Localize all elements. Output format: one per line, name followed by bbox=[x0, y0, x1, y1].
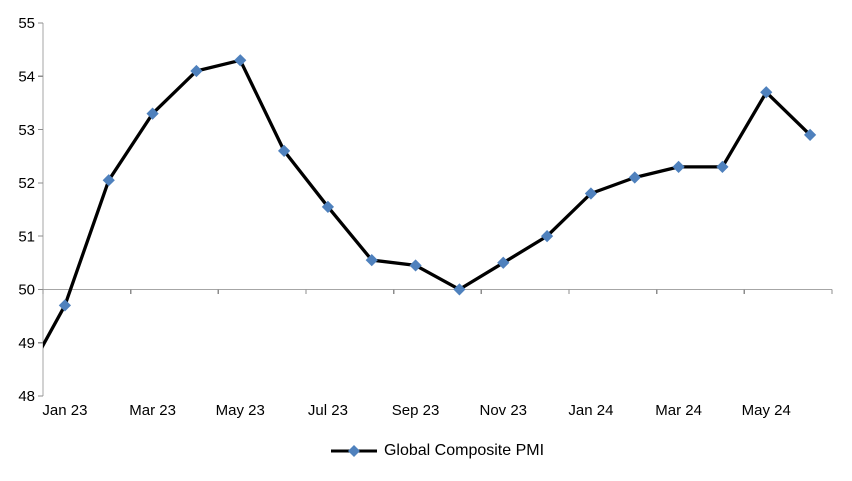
data-point-marker bbox=[628, 171, 641, 184]
data-point-marker bbox=[234, 54, 247, 67]
x-axis-tick-label: Mar 23 bbox=[129, 402, 176, 419]
x-axis-tick-label: Jan 23 bbox=[42, 402, 87, 419]
x-axis-tick-label: Jul 23 bbox=[308, 402, 348, 419]
y-axis-tick-label: 53 bbox=[18, 122, 35, 139]
x-axis-tick-label: Mar 24 bbox=[655, 402, 702, 419]
data-point-marker bbox=[102, 174, 115, 187]
x-axis-tick-label: Jan 24 bbox=[568, 402, 613, 419]
data-point-marker bbox=[584, 187, 598, 200]
chart-legend: Global Composite PMI bbox=[43, 440, 832, 462]
y-axis-tick-label: 55 bbox=[18, 15, 35, 32]
data-point-marker bbox=[58, 299, 72, 312]
legend-label: Global Composite PMI bbox=[383, 442, 545, 459]
x-axis-tick-label: May 24 bbox=[742, 402, 791, 419]
data-point-marker bbox=[760, 86, 773, 99]
data-point-marker bbox=[146, 107, 159, 120]
y-axis-tick-label: 52 bbox=[18, 175, 35, 192]
y-axis-tick-label: 51 bbox=[18, 228, 35, 245]
legend-line-marker-icon bbox=[330, 445, 377, 457]
series-line bbox=[43, 58, 812, 349]
data-point-marker bbox=[321, 200, 335, 213]
legend-diamond-marker bbox=[347, 445, 360, 457]
data-point-marker bbox=[277, 144, 291, 157]
data-point-marker bbox=[672, 160, 685, 173]
y-axis-tick-label: 49 bbox=[18, 335, 35, 352]
data-point-marker bbox=[716, 160, 729, 173]
data-point-marker bbox=[803, 128, 817, 142]
data-point-marker bbox=[365, 254, 378, 267]
y-axis-tick-label: 50 bbox=[18, 282, 35, 299]
x-axis-tick-label: Nov 23 bbox=[479, 402, 527, 419]
data-point-marker bbox=[497, 256, 510, 269]
x-axis-tick-label: Sep 23 bbox=[392, 402, 440, 419]
data-point-marker bbox=[453, 283, 466, 296]
data-point-marker bbox=[190, 64, 203, 78]
y-axis-tick-label: 54 bbox=[18, 68, 35, 85]
y-axis-tick-label: 48 bbox=[18, 388, 35, 405]
x-axis-tick-label: May 23 bbox=[216, 402, 265, 419]
data-point-marker bbox=[540, 230, 554, 243]
data-point-marker bbox=[409, 259, 422, 272]
